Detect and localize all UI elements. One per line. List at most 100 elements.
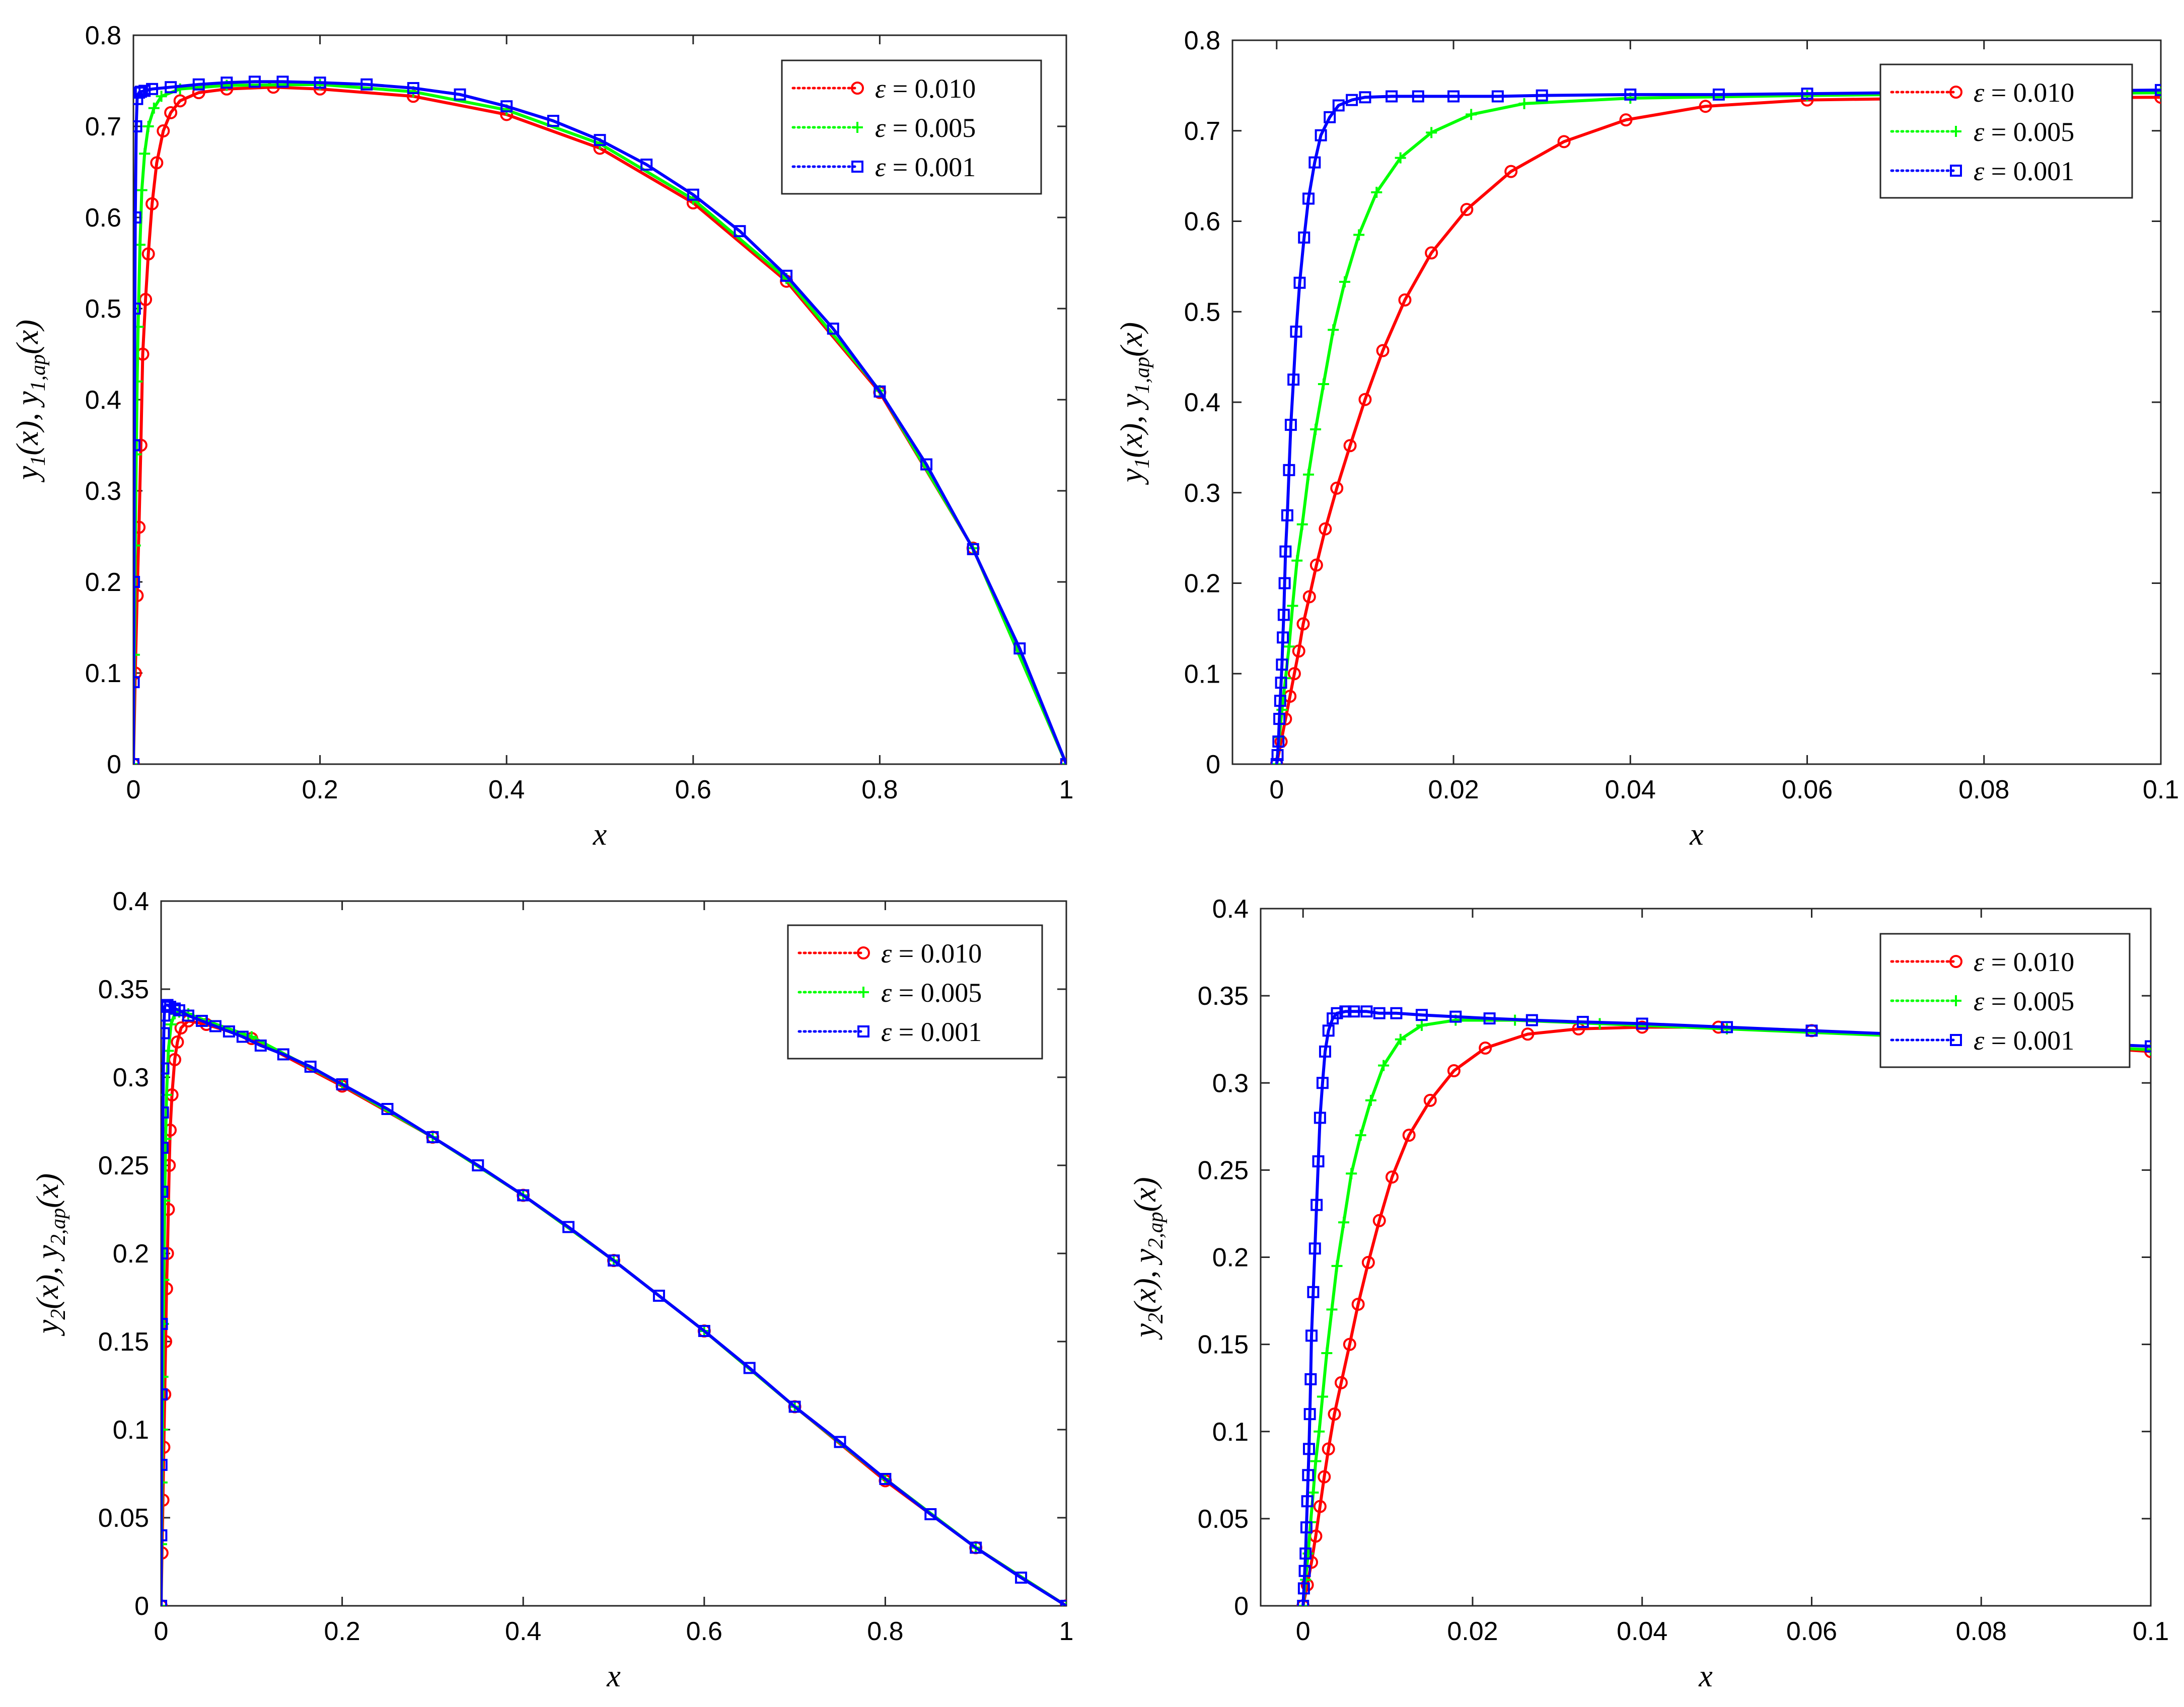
data-point-plus <box>1365 1094 1376 1106</box>
data-point-circle <box>161 1282 173 1295</box>
chart-panel-2: 0 0.02 0.04 0.06 0.08 0.1 0 0.1 0.2 0.3 0.4 0.5 0.6 0… <box>1115 26 2179 852</box>
data-point-square <box>182 1009 194 1022</box>
data-point-square <box>967 543 979 555</box>
data-point-square <box>161 1247 168 1259</box>
data-point-plus <box>1291 555 1303 566</box>
x-tick-label: 0.8 <box>867 1617 903 1646</box>
data-point-square <box>1307 1286 1320 1298</box>
data-point-square <box>1346 94 1358 106</box>
data-point-square <box>920 458 933 471</box>
y-tick-label: 0.1 <box>85 659 121 688</box>
y-tick-label: 0.8 <box>1184 26 1220 55</box>
data-point-square <box>1277 609 1290 621</box>
y-tick-label: 0.35 <box>1198 982 1249 1011</box>
data-point-plus <box>148 102 160 114</box>
y-tick-label: 0.2 <box>85 568 121 597</box>
series-approx-line-circle <box>1275 96 2161 764</box>
data-point-square <box>407 82 419 94</box>
data-point-square <box>970 1541 982 1554</box>
y-tick-label: 0.4 <box>1212 895 1249 924</box>
y-tick-label: 0.5 <box>85 294 121 324</box>
y-tick-label: 0.4 <box>113 887 149 916</box>
x-tick-label: 0 <box>126 775 141 804</box>
data-point-circle <box>1334 1376 1348 1389</box>
data-point-plus <box>1371 186 1382 198</box>
legend-marker-plus <box>858 987 869 998</box>
data-point-plus <box>1328 324 1339 336</box>
data-point-plus <box>1426 127 1437 138</box>
legend-label: ε = 0.010 <box>1974 947 2074 977</box>
data-point-square <box>161 1027 170 1040</box>
data-point-plus <box>1338 1217 1350 1228</box>
data-point-square <box>1314 1111 1326 1124</box>
data-point-square <box>2145 1040 2151 1053</box>
data-point-square <box>780 269 793 282</box>
data-point-plus <box>1331 1260 1343 1272</box>
legend-marker-plus <box>1950 126 1961 137</box>
data-point-square <box>1311 1199 1323 1211</box>
data-point-circle <box>1385 1170 1399 1184</box>
legend-label: ε = 0.005 <box>1974 986 2074 1016</box>
data-point-square <box>1279 545 1292 558</box>
y-tick-label: 0.15 <box>1198 1330 1249 1360</box>
chart-panel-4: 0 0.02 0.04 0.06 0.08 0.1 0 0.05 0.1 0.15 0.2 0.25 0… <box>1128 895 2169 1693</box>
data-point-square <box>1284 418 1297 431</box>
y-axis-label: y1(x), y1,ap(x) <box>11 320 50 483</box>
y-tick-label: 0.05 <box>1198 1505 1249 1534</box>
y-tick-label: 0 <box>1206 750 1220 779</box>
data-point-plus <box>136 184 148 196</box>
y-tick-label: 0.3 <box>1212 1069 1249 1098</box>
data-point-square <box>1576 1016 1589 1028</box>
y-tick-label: 0.25 <box>98 1151 149 1180</box>
data-point-square <box>360 78 373 91</box>
x-tick-label: 0.2 <box>324 1617 360 1646</box>
x-tick-label: 0.02 <box>1447 1617 1498 1646</box>
data-point-square <box>1536 89 1548 102</box>
data-point-square <box>1273 713 1286 725</box>
data-point-square <box>1293 276 1306 289</box>
data-point-square <box>133 211 141 224</box>
data-point-square <box>1277 631 1289 644</box>
series-line-circle <box>1301 1025 2151 1606</box>
data-point-square <box>1636 1017 1648 1030</box>
data-point-square <box>161 1318 168 1330</box>
data-point-square <box>161 1529 168 1541</box>
data-point-square <box>594 134 606 146</box>
data-point-square <box>1360 1005 1373 1018</box>
chart-panel-1: 0 0.2 0.4 0.6 0.8 1 0 0.1 0.2 0.3 0.4 0.5 0.6 0.7 0.8 x… <box>11 21 1073 852</box>
data-point-circle <box>1296 617 1310 631</box>
y-tick-label: 0.2 <box>113 1239 149 1269</box>
data-point-square <box>1624 88 1637 101</box>
data-point-square <box>161 1106 169 1119</box>
data-point-square <box>1332 99 1345 112</box>
data-point-square <box>133 576 140 588</box>
x-axis-label: x <box>1698 1659 1713 1693</box>
series-line-circle <box>161 1019 1066 1606</box>
data-point-square <box>165 81 177 94</box>
data-point-square <box>1304 1373 1317 1385</box>
y-tick-label: 0.7 <box>85 112 121 141</box>
x-tick-label: 0.02 <box>1428 775 1479 804</box>
data-point-square <box>1483 1012 1496 1025</box>
data-point-circle <box>1328 1407 1341 1421</box>
legend-marker-circle <box>857 946 870 959</box>
data-point-square <box>608 1254 620 1267</box>
legend-label: ε = 0.005 <box>1974 117 2074 147</box>
data-point-circle <box>1521 1027 1535 1041</box>
data-point-circle <box>1619 113 1633 127</box>
data-point-square <box>1316 1077 1329 1089</box>
data-point-square <box>192 78 205 91</box>
x-tick-label: 0.06 <box>1782 775 1833 804</box>
data-point-square <box>873 385 886 398</box>
legend-marker-plus <box>1950 995 1961 1006</box>
data-point-square <box>1331 1007 1343 1019</box>
series-line-plus <box>1301 1018 2151 1606</box>
y-tick-label: 0.6 <box>85 203 121 233</box>
series-line-plus <box>161 1010 1066 1606</box>
y-tick-label: 0.15 <box>98 1327 149 1357</box>
data-point-circle <box>1447 1064 1461 1078</box>
y-tick-label: 0.2 <box>1184 569 1220 599</box>
data-point-circle <box>174 1021 188 1034</box>
data-point-square <box>381 1103 394 1115</box>
legend-marker-square <box>851 161 863 173</box>
